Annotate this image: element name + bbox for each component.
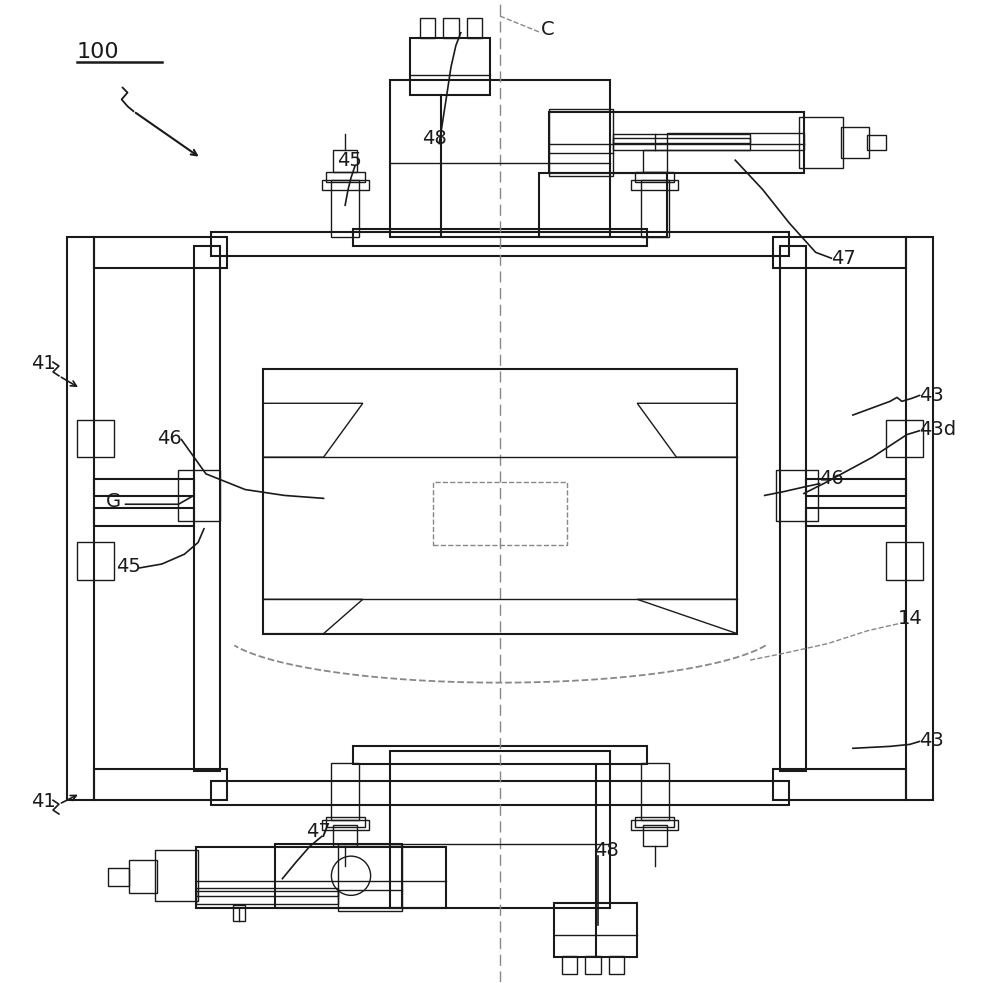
- Bar: [635, 817, 674, 827]
- Bar: [886, 420, 923, 457]
- Bar: [886, 543, 923, 580]
- Bar: [263, 369, 737, 634]
- Bar: [94, 479, 194, 496]
- Bar: [333, 150, 357, 172]
- Bar: [867, 135, 886, 150]
- Bar: [196, 888, 338, 896]
- Bar: [806, 508, 906, 526]
- Text: 47: 47: [831, 249, 856, 268]
- Bar: [390, 80, 610, 237]
- Text: 43: 43: [920, 386, 944, 405]
- Bar: [211, 781, 789, 805]
- Bar: [420, 18, 435, 37]
- Bar: [613, 134, 750, 143]
- Text: 41: 41: [31, 354, 56, 373]
- Text: 46: 46: [157, 430, 182, 448]
- Bar: [806, 479, 906, 496]
- Bar: [443, 18, 459, 37]
- Bar: [331, 180, 359, 237]
- Text: 45: 45: [337, 151, 362, 170]
- Bar: [196, 847, 446, 908]
- Bar: [333, 825, 357, 846]
- Bar: [539, 173, 667, 237]
- Text: 46: 46: [820, 469, 844, 488]
- Bar: [799, 117, 843, 168]
- Bar: [906, 237, 933, 800]
- Bar: [609, 956, 624, 974]
- Bar: [841, 127, 869, 158]
- Text: 48: 48: [422, 129, 446, 147]
- Bar: [94, 508, 194, 526]
- Text: 41: 41: [31, 792, 56, 811]
- Bar: [94, 769, 227, 800]
- Bar: [155, 850, 198, 901]
- Bar: [194, 247, 220, 771]
- Bar: [635, 172, 674, 182]
- Bar: [77, 420, 114, 457]
- Text: 100: 100: [77, 42, 119, 62]
- Text: 45: 45: [116, 557, 141, 576]
- Bar: [94, 237, 227, 268]
- Bar: [467, 18, 482, 37]
- Bar: [562, 956, 577, 974]
- Bar: [433, 482, 567, 546]
- Text: 43: 43: [920, 731, 944, 750]
- Bar: [631, 180, 678, 190]
- Bar: [549, 112, 804, 173]
- Bar: [353, 746, 647, 764]
- Bar: [773, 769, 906, 800]
- Bar: [331, 763, 359, 820]
- Bar: [585, 956, 601, 974]
- Bar: [643, 150, 667, 172]
- Text: G: G: [106, 492, 121, 511]
- Bar: [631, 820, 678, 830]
- Bar: [178, 470, 220, 521]
- Bar: [108, 868, 129, 886]
- Bar: [780, 247, 806, 771]
- Bar: [196, 892, 338, 904]
- Bar: [326, 817, 365, 827]
- Bar: [641, 763, 669, 820]
- Bar: [77, 543, 114, 580]
- Bar: [233, 905, 245, 921]
- Bar: [667, 133, 804, 150]
- Text: 14: 14: [898, 608, 923, 628]
- Bar: [353, 229, 647, 247]
- Bar: [326, 172, 365, 182]
- Bar: [554, 903, 637, 957]
- Bar: [211, 232, 789, 257]
- Bar: [776, 470, 818, 521]
- Bar: [643, 825, 667, 846]
- Bar: [67, 237, 94, 800]
- Bar: [275, 844, 402, 908]
- Bar: [390, 751, 610, 908]
- Bar: [641, 180, 669, 237]
- Text: 43d: 43d: [920, 420, 957, 438]
- Text: C: C: [541, 20, 555, 38]
- Bar: [322, 820, 369, 830]
- Bar: [322, 180, 369, 190]
- Bar: [549, 109, 613, 176]
- Text: 48: 48: [594, 841, 619, 860]
- Text: 47: 47: [306, 822, 331, 840]
- Bar: [773, 237, 906, 268]
- Bar: [410, 37, 490, 94]
- Bar: [338, 844, 402, 911]
- Bar: [613, 138, 750, 150]
- Bar: [129, 860, 157, 894]
